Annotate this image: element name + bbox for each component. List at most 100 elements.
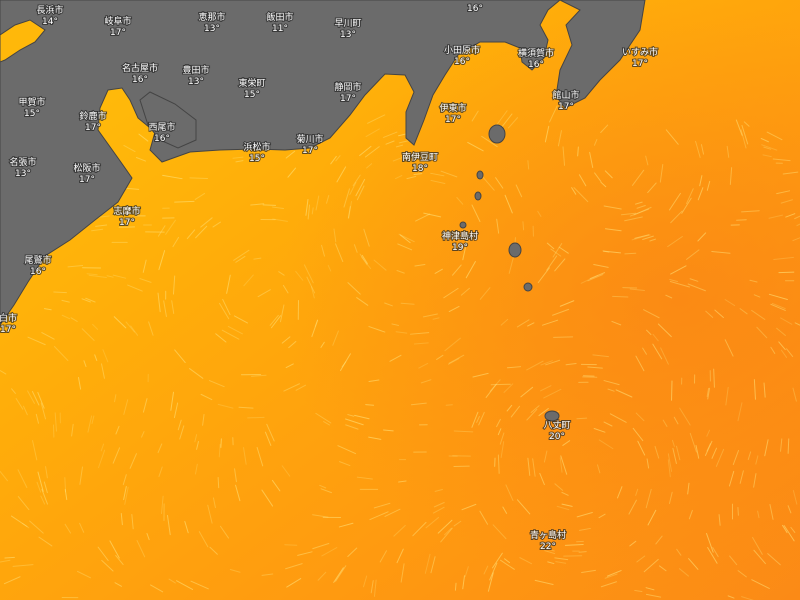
flow-streak <box>227 325 243 335</box>
flow-streak <box>633 206 652 216</box>
flow-streak <box>0 471 8 482</box>
flow-streak <box>503 383 514 393</box>
flow-streak <box>138 133 149 142</box>
flow-streak <box>537 210 542 217</box>
flow-streak <box>86 273 98 276</box>
flow-streak <box>333 228 337 243</box>
place-temp: 13° <box>15 169 31 179</box>
flow-streak <box>310 286 315 299</box>
flow-streak <box>256 447 264 467</box>
flow-streak <box>157 292 161 313</box>
flow-streak <box>668 192 681 211</box>
place-name: 浜松市 <box>243 141 270 153</box>
flow-streak <box>542 319 559 326</box>
flow-streak <box>115 554 124 565</box>
flow-streak <box>594 172 602 182</box>
flow-streak <box>209 546 218 555</box>
flow-streak <box>430 172 445 177</box>
flow-streak <box>177 419 182 431</box>
flow-streak <box>395 175 403 180</box>
flow-streak <box>540 360 553 366</box>
flow-streak <box>157 225 166 237</box>
flow-streak <box>695 445 700 459</box>
flow-streak <box>91 228 104 232</box>
flow-streak <box>764 439 769 457</box>
flow-streak <box>715 448 725 467</box>
flow-streak <box>400 563 405 583</box>
flow-streak <box>67 264 84 268</box>
island <box>508 242 522 258</box>
flow-streak <box>753 294 761 298</box>
flow-streak <box>598 513 606 519</box>
flow-streak <box>686 249 700 260</box>
flow-streak <box>356 476 373 480</box>
flow-streak <box>705 310 714 318</box>
flow-streak <box>507 117 519 129</box>
flow-streak <box>732 449 740 466</box>
flow-streak <box>367 114 386 124</box>
flow-streak <box>131 514 134 530</box>
flow-streak <box>496 418 501 428</box>
flow-streak <box>257 289 271 298</box>
flow-streak <box>12 564 34 567</box>
flow-streak <box>527 160 530 170</box>
flow-streak <box>497 428 502 436</box>
flow-streak <box>460 287 470 296</box>
flow-streak <box>444 337 461 352</box>
flow-streak <box>370 580 374 594</box>
flow-streak <box>109 540 120 559</box>
flow-streak <box>593 139 598 146</box>
flow-streak <box>54 412 57 432</box>
flow-streak <box>500 113 513 129</box>
flow-streak <box>272 218 288 222</box>
flow-streak <box>782 171 799 175</box>
flow-streak <box>337 445 357 455</box>
flow-streak <box>635 488 639 496</box>
flow-streak <box>285 563 303 570</box>
flow-streak <box>496 218 500 234</box>
flow-streak <box>462 575 465 590</box>
flow-streak <box>29 520 44 534</box>
flow-streak <box>146 533 150 541</box>
flow-streak <box>165 219 176 235</box>
flow-streak <box>200 217 213 228</box>
place-label: 16° <box>466 3 484 15</box>
place-temp: 17° <box>302 146 318 156</box>
flow-streak <box>295 270 304 281</box>
flow-streak <box>43 481 48 494</box>
flow-streak <box>554 258 566 272</box>
flow-streak <box>354 414 370 420</box>
flow-streak <box>335 155 341 162</box>
flow-streak <box>190 580 209 590</box>
flow-streak <box>284 544 298 546</box>
flow-streak <box>624 252 637 255</box>
flow-streak <box>198 531 209 548</box>
flow-streak <box>398 480 407 483</box>
flow-streak <box>729 555 738 566</box>
flow-streak <box>688 509 693 520</box>
flow-streak <box>571 187 577 195</box>
flow-streak <box>492 524 507 540</box>
flow-streak <box>768 293 788 301</box>
flow-streak <box>737 570 747 578</box>
flow-streak <box>398 133 407 137</box>
flow-streak <box>330 155 337 165</box>
flow-streak <box>384 508 401 517</box>
flow-streak <box>657 323 672 338</box>
flow-streak <box>363 575 368 588</box>
flow-streak <box>81 298 91 303</box>
place-name: 名古屋市 <box>122 62 158 74</box>
flow-streak <box>749 279 758 283</box>
flow-streak <box>341 361 347 368</box>
flow-streak <box>349 181 357 196</box>
flow-streak <box>436 354 444 360</box>
flow-streak <box>383 131 398 138</box>
flow-streak <box>536 529 546 535</box>
flow-streak <box>561 503 573 507</box>
flow-streak <box>88 274 107 279</box>
flow-streak <box>396 548 404 564</box>
flow-streak <box>634 234 650 239</box>
